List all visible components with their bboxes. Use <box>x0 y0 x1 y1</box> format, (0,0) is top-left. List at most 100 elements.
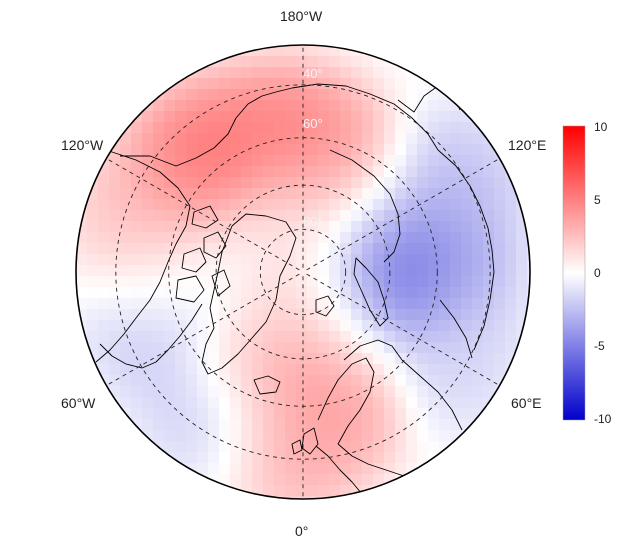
anomaly-cell <box>318 474 330 486</box>
anomaly-cell <box>307 210 319 222</box>
anomaly-cell <box>164 309 176 321</box>
anomaly-cell <box>186 188 198 200</box>
anomaly-cell <box>472 397 484 409</box>
anomaly-cell <box>428 375 440 387</box>
anomaly-cell <box>120 419 132 431</box>
anomaly-cell <box>318 221 330 233</box>
anomaly-cell <box>351 474 363 486</box>
anomaly-cell <box>109 177 121 189</box>
anomaly-cell <box>318 89 330 101</box>
anomaly-cell <box>395 67 407 79</box>
anomaly-cell <box>527 254 530 266</box>
anomaly-cell <box>274 89 286 101</box>
anomaly-cell <box>384 474 396 486</box>
anomaly-cell <box>406 463 418 475</box>
anomaly-cell <box>230 408 242 420</box>
anomaly-cell <box>516 232 528 244</box>
anomaly-cell <box>164 177 176 189</box>
anomaly-cell <box>296 474 308 486</box>
anomaly-cell <box>219 177 231 189</box>
anomaly-cell <box>362 210 374 222</box>
anomaly-cell <box>274 133 286 145</box>
anomaly-field <box>76 45 530 499</box>
anomaly-cell <box>406 375 418 387</box>
anomaly-cell <box>164 166 176 178</box>
anomaly-cell <box>351 276 363 288</box>
anomaly-cell <box>494 320 506 332</box>
anomaly-cell <box>175 441 187 453</box>
anomaly-cell <box>274 485 286 497</box>
anomaly-cell <box>307 287 319 299</box>
anomaly-cell <box>395 100 407 112</box>
anomaly-cell <box>241 320 253 332</box>
anomaly-cell <box>175 463 187 475</box>
anomaly-cell <box>153 78 165 90</box>
anomaly-cell <box>472 254 484 266</box>
anomaly-cell <box>329 364 341 376</box>
anomaly-cell <box>483 364 495 376</box>
anomaly-cell <box>120 111 132 123</box>
anomaly-cell <box>142 408 154 420</box>
anomaly-cell <box>175 364 187 376</box>
anomaly-cell <box>252 419 264 431</box>
anomaly-cell <box>142 133 154 145</box>
anomaly-cell <box>505 188 517 200</box>
anomaly-cell <box>186 177 198 189</box>
anomaly-cell <box>406 452 418 464</box>
anomaly-cell <box>285 155 297 167</box>
anomaly-cell <box>131 331 143 343</box>
anomaly-cell <box>142 144 154 156</box>
anomaly-cell <box>142 188 154 200</box>
anomaly-cell <box>340 122 352 134</box>
anomaly-cell <box>439 177 451 189</box>
anomaly-cell <box>230 463 242 475</box>
anomaly-cell <box>307 67 319 79</box>
anomaly-cell <box>252 67 264 79</box>
anomaly-cell <box>208 309 220 321</box>
anomaly-cell <box>329 100 341 112</box>
anomaly-cell <box>373 441 385 453</box>
anomaly-cell <box>395 243 407 255</box>
anomaly-cell <box>76 243 88 255</box>
anomaly-cell <box>131 298 143 310</box>
anomaly-cell <box>373 386 385 398</box>
anomaly-cell <box>142 166 154 178</box>
anomaly-cell <box>219 155 231 167</box>
anomaly-cell <box>263 320 275 332</box>
anomaly-cell <box>439 210 451 222</box>
anomaly-cell <box>461 287 473 299</box>
anomaly-cell <box>417 375 429 387</box>
anomaly-cell <box>483 155 495 167</box>
anomaly-cell <box>274 45 286 57</box>
anomaly-cell <box>252 452 264 464</box>
anomaly-cell <box>76 254 88 266</box>
anomaly-cell <box>373 331 385 343</box>
anomaly-cell <box>263 166 275 178</box>
anomaly-cell <box>241 463 253 475</box>
anomaly-cell <box>395 364 407 376</box>
anomaly-cell <box>373 45 385 57</box>
anomaly-cell <box>428 408 440 420</box>
anomaly-cell <box>285 364 297 376</box>
anomaly-cell <box>109 309 121 321</box>
anomaly-cell <box>131 232 143 244</box>
anomaly-cell <box>197 166 209 178</box>
anomaly-cell <box>230 342 242 354</box>
anomaly-cell <box>340 254 352 266</box>
anomaly-cell <box>406 331 418 343</box>
anomaly-cell <box>461 133 473 145</box>
anomaly-cell <box>450 232 462 244</box>
anomaly-cell <box>230 210 242 222</box>
anomaly-cell <box>307 221 319 233</box>
anomaly-cell <box>472 166 484 178</box>
anomaly-cell <box>175 67 187 79</box>
anomaly-cell <box>164 155 176 167</box>
anomaly-cell <box>307 386 319 398</box>
anomaly-cell <box>98 298 110 310</box>
anomaly-cell <box>340 177 352 189</box>
anomaly-cell <box>241 397 253 409</box>
anomaly-cell <box>318 45 330 57</box>
anomaly-cell <box>417 452 429 464</box>
anomaly-cell <box>98 210 110 222</box>
anomaly-cell <box>439 78 451 90</box>
